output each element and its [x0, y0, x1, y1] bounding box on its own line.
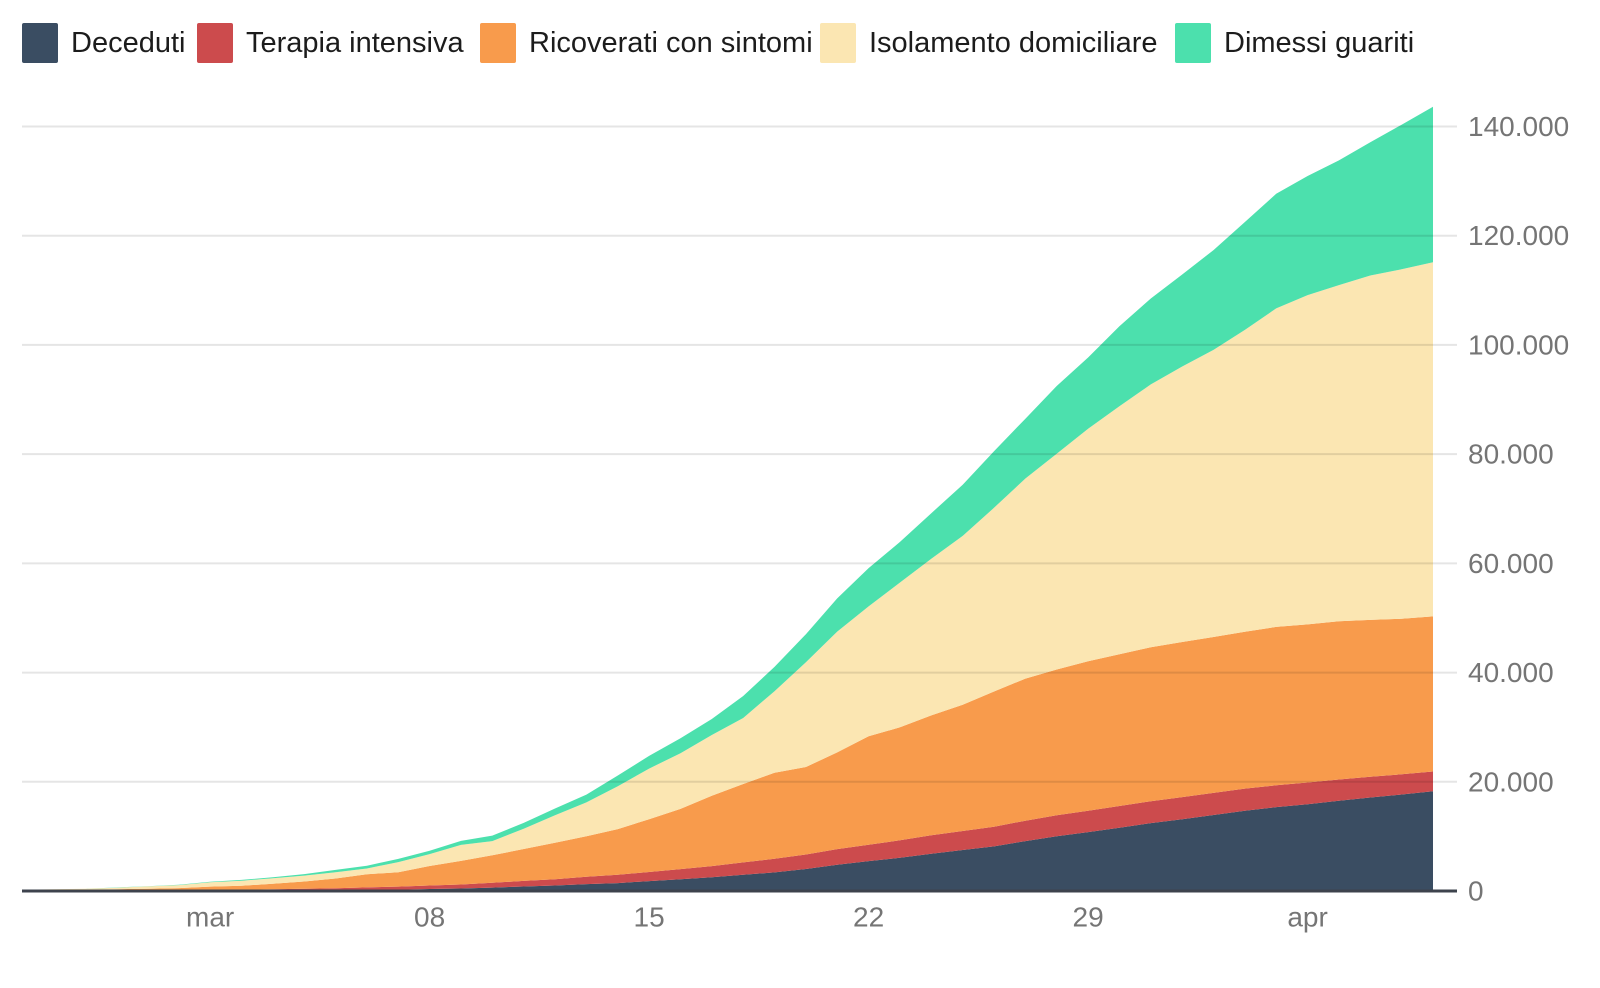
y-axis-label: 20.000 — [1468, 766, 1554, 797]
legend-swatch-icon — [820, 23, 856, 63]
y-axis: 0 20.000 40.000 60.000 80.000 100.000 120.000 1… — [1468, 111, 1569, 907]
legend-label: Ricoverati con sintomi — [529, 27, 813, 59]
area-ricoverati-con-sintomi — [22, 616, 1433, 891]
x-axis-label: apr — [1287, 902, 1327, 933]
y-axis-label: 40.000 — [1468, 657, 1554, 688]
legend-item-isolamento-domiciliare[interactable]: Isolamento domiciliare — [820, 22, 1158, 64]
legend-label: Deceduti — [71, 27, 186, 59]
legend-label: Terapia intensiva — [246, 27, 464, 59]
y-axis-label: 120.000 — [1468, 220, 1569, 251]
legend-swatch-icon — [1175, 23, 1211, 63]
y-axis-label: 100.000 — [1468, 329, 1569, 360]
legend-item-deceduti[interactable]: Deceduti — [22, 22, 185, 64]
x-axis-label: 15 — [634, 902, 665, 933]
legend-swatch-icon — [22, 23, 58, 63]
legend-swatch-icon — [480, 23, 516, 63]
y-axis-label: 0 — [1468, 876, 1484, 907]
x-axis-label: mar — [186, 902, 234, 933]
legend-item-terapia-intensiva[interactable]: Terapia intensiva — [197, 22, 464, 64]
y-axis-label: 140.000 — [1468, 111, 1569, 142]
x-axis-label: 08 — [414, 902, 445, 933]
area-deceduti — [22, 791, 1433, 891]
x-axis-label: 29 — [1073, 902, 1104, 933]
x-axis: mar 08 15 22 29 apr — [186, 902, 1328, 933]
grid-lines — [22, 125, 1457, 783]
legend-label: Dimessi guariti — [1224, 27, 1415, 59]
area-isolamento-domiciliare — [22, 262, 1433, 891]
legend-label: Isolamento domiciliare — [869, 27, 1158, 59]
area-terapia-intensiva — [22, 771, 1433, 891]
legend: Deceduti Terapia intensiva Ricoverati con … — [0, 22, 1600, 66]
legend-item-dimessi-guariti[interactable]: Dimessi guariti — [1175, 22, 1414, 64]
y-axis-label: 60.000 — [1468, 548, 1554, 579]
y-axis-label: 80.000 — [1468, 439, 1554, 470]
legend-swatch-icon — [197, 23, 233, 63]
area-dimessi-guariti — [22, 106, 1433, 890]
legend-item-ricoverati-con-sintomi[interactable]: Ricoverati con sintomi — [480, 22, 813, 64]
x-axis-label: 22 — [853, 902, 884, 933]
